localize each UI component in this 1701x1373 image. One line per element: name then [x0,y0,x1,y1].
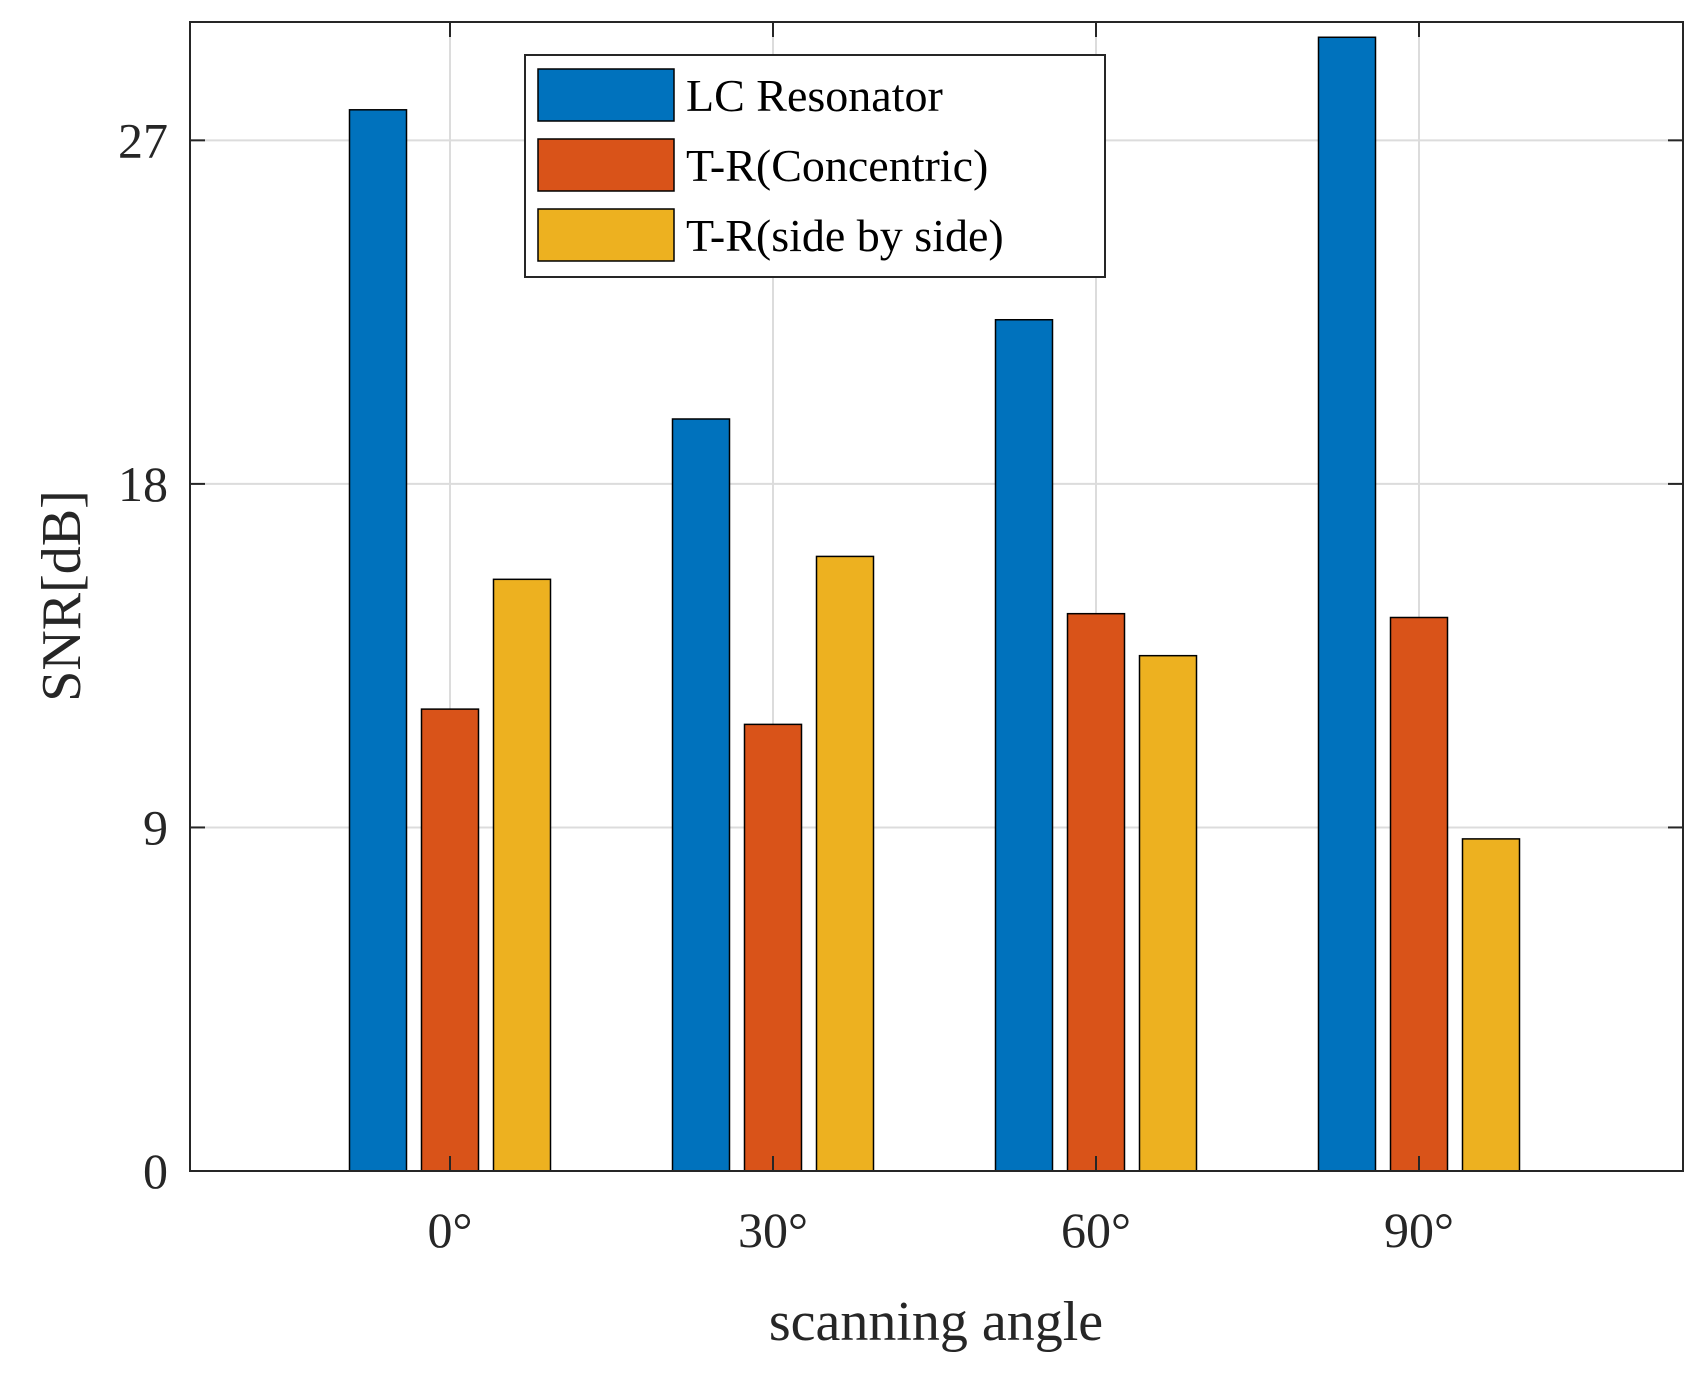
bar-t-r-concentric-2 [1066,612,1126,1172]
y-tick-label: 0 [143,1143,168,1199]
bar-t-r-side-by-side-1 [815,555,875,1172]
bar-t-r-concentric-3 [1389,616,1449,1172]
y-axis-label: SNR[dB] [31,490,93,702]
legend-entries: LC Resonator T-R(Concentric) T-R(side by s… [537,68,1004,262]
bar-lc-resonator-2 [994,318,1054,1172]
bar-t-r-side-by-side-2 [1138,654,1198,1172]
bar-lc-resonator-0 [348,109,408,1172]
y-tick-label: 27 [118,112,168,168]
x-tick-label: 60° [1061,1202,1131,1258]
bar-t-r-side-by-side-0 [492,578,552,1172]
legend-label: T-R(side by side) [686,210,1004,261]
legend-swatch [537,208,675,262]
bar-lc-resonator-3 [1317,36,1377,1172]
legend: LC Resonator T-R(Concentric) T-R(side by s… [524,54,1106,278]
axis-ticks [190,22,1683,1172]
y-tick-label: 9 [143,799,168,855]
bar-t-r-concentric-0 [420,708,480,1172]
plot-frame [189,21,1684,1172]
legend-swatch [537,68,675,122]
legend-label: LC Resonator [686,70,943,121]
x-axis-label: scanning angle [769,1291,1103,1353]
x-tick-label: 30° [738,1202,808,1258]
bar-t-r-concentric-1 [743,723,803,1172]
tick-labels: 0 9 18 27 0° 30° 60° 90° [118,112,1454,1258]
x-tick-label: 90° [1384,1202,1454,1258]
x-tick-label: 0° [428,1202,473,1258]
bar-t-r-side-by-side-3 [1461,838,1521,1172]
y-tick-label: 18 [118,456,168,512]
bar-lc-resonator-1 [671,418,731,1172]
legend-swatch [537,138,675,192]
legend-label: T-R(Concentric) [686,140,988,191]
